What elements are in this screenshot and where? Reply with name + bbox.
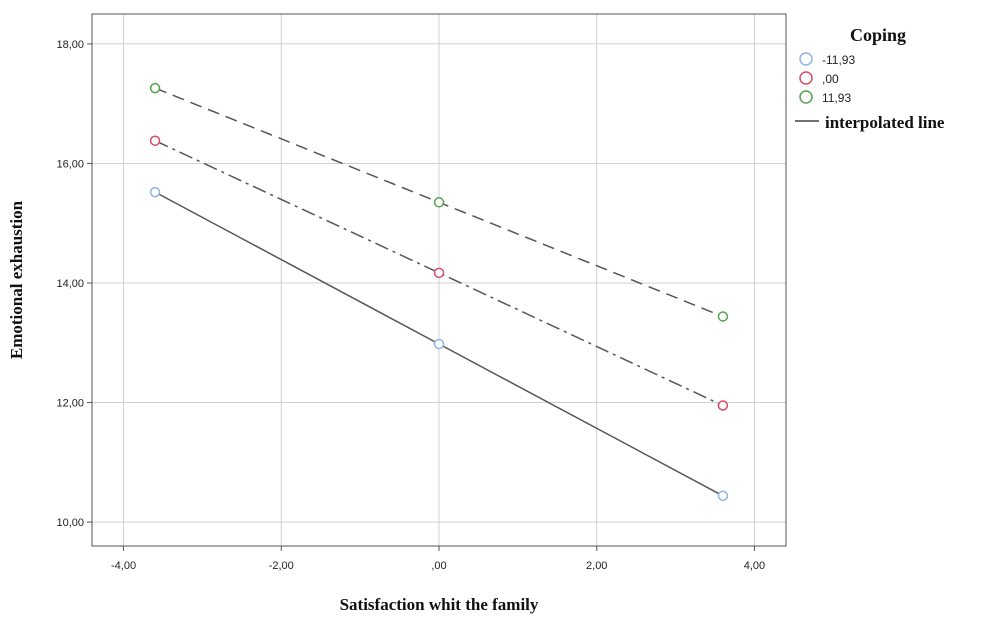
data-point-series-1 xyxy=(149,135,161,146)
data-point-series-0 xyxy=(433,338,445,350)
legend-label-2: 11,93 xyxy=(822,91,851,105)
y-tick-label: 18,00 xyxy=(56,39,84,51)
y-tick-label: 16,00 xyxy=(56,158,84,170)
data-point-series-2 xyxy=(149,82,161,94)
y-axis: 10,00 12,00 14,00 16,00 18,00 xyxy=(56,39,92,529)
y-tick-label: 10,00 xyxy=(56,517,84,529)
legend-marker-1 xyxy=(799,71,813,85)
data-point-series-0 xyxy=(149,186,161,198)
y-tick-label: 12,00 xyxy=(56,398,84,410)
x-tick-label: -4,00 xyxy=(111,560,136,572)
legend: Coping -11,93 ,00 11,93 interpolated line xyxy=(795,25,945,132)
legend-line-label: interpolated line xyxy=(825,113,945,132)
x-tick-label: -2,00 xyxy=(269,560,294,572)
data-point-series-1 xyxy=(433,267,445,279)
grid xyxy=(92,14,786,546)
x-axis-title: Satisfaction whit the family xyxy=(340,595,539,614)
series-line-1 xyxy=(154,140,724,407)
data-point-series-1 xyxy=(717,400,729,411)
x-tick-label: 4,00 xyxy=(744,560,765,572)
legend-marker-0 xyxy=(799,52,813,66)
data-point-series-2 xyxy=(717,311,729,322)
legend-label-0: -11,93 xyxy=(822,53,855,67)
data-point-series-0 xyxy=(717,490,729,502)
series-markers xyxy=(149,82,729,502)
x-tick-label: ,00 xyxy=(431,560,446,572)
y-axis-title: Emotional exhaustion xyxy=(7,200,26,359)
legend-title: Coping xyxy=(850,25,906,45)
data-point-series-2 xyxy=(433,197,445,208)
legend-label-1: ,00 xyxy=(822,72,839,86)
legend-marker-2 xyxy=(799,90,813,104)
x-axis: -4,00 -2,00 ,00 2,00 4,00 xyxy=(111,546,765,572)
x-tick-label: 2,00 xyxy=(586,560,607,572)
y-tick-label: 14,00 xyxy=(56,278,84,290)
